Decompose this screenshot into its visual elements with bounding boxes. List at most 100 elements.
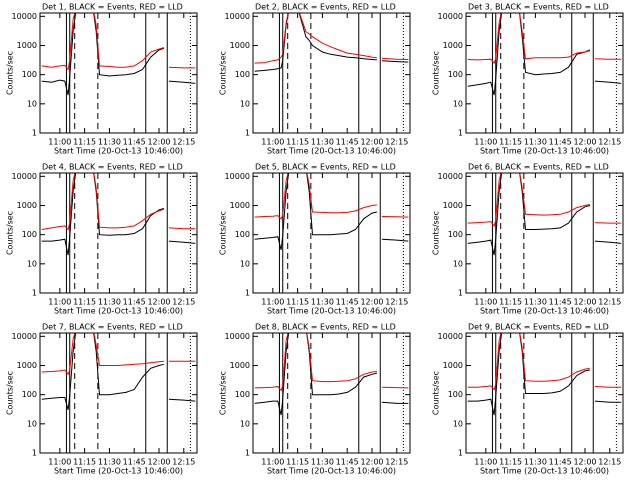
y-tick-label: 10 (240, 99, 250, 108)
y-axis-label: Counts/sec (6, 211, 15, 255)
panel: Det 2, BLACK = Events, RED = LLD 1 10 100 10… (219, 3, 411, 156)
x-tick-label: 11:30 (98, 458, 121, 467)
x-tick-label: 12:15 (385, 138, 408, 147)
plot-frame (39, 172, 198, 294)
x-tick-label: 11:15 (499, 298, 522, 307)
y-tick-label: 10 (27, 259, 37, 268)
series-line (41, 13, 196, 71)
x-tick-label: 12:15 (385, 458, 408, 467)
plot-frame (252, 12, 411, 134)
x-axis-label: Start Time (20-Oct-13 10:46:00) (480, 467, 609, 476)
y-tick-label: 1 (458, 289, 463, 298)
x-tick-label: 12:00 (147, 298, 170, 307)
x-tick-label: 11:00 (261, 138, 284, 147)
y-tick-label: 10 (240, 419, 250, 428)
x-tick-label: 11:30 (311, 458, 334, 467)
y-tick-label: 1000 (443, 361, 463, 370)
y-tick-label: 1 (245, 449, 250, 458)
y-tick-label: 1000 (17, 201, 37, 210)
x-tick-label: 12:00 (360, 298, 383, 307)
series-line (467, 333, 622, 416)
y-tick-label: 10000 (438, 12, 463, 21)
x-tick-label: 11:45 (123, 138, 146, 147)
series-line (254, 333, 409, 392)
y-tick-label: 1 (32, 449, 37, 458)
y-tick-label: 10 (453, 259, 463, 268)
y-tick-label: 100 (22, 230, 37, 239)
y-tick-label: 10000 (12, 172, 37, 181)
series-line (254, 173, 409, 220)
panel: Det 1, BLACK = Events, RED = LLD 1 10 100 10… (6, 3, 198, 156)
x-tick-label: 11:15 (73, 458, 96, 467)
x-tick-label: 12:00 (360, 138, 383, 147)
x-tick-label: 11:00 (261, 458, 284, 467)
y-tick-label: 10000 (438, 172, 463, 181)
y-axis-label: Counts/sec (6, 371, 15, 415)
y-tick-label: 10000 (12, 332, 37, 341)
series-line (254, 173, 409, 251)
x-tick-label: 11:30 (311, 138, 334, 147)
y-tick-label: 100 (22, 70, 37, 79)
x-tick-label: 11:45 (336, 298, 359, 307)
y-tick-label: 100 (235, 230, 250, 239)
x-axis-label: Start Time (20-Oct-13 10:46:00) (267, 467, 396, 476)
y-tick-label: 10000 (438, 332, 463, 341)
y-tick-label: 10000 (225, 12, 250, 21)
series-line (467, 333, 622, 391)
y-tick-label: 10 (453, 99, 463, 108)
x-tick-label: 11:15 (73, 138, 96, 147)
plot-frame (252, 332, 411, 454)
x-tick-label: 11:00 (474, 138, 497, 147)
series-line (41, 173, 196, 256)
y-tick-label: 100 (235, 70, 250, 79)
y-axis-label: Counts/sec (219, 371, 228, 415)
chart-title: Det 9, BLACK = Events, RED = LLD (468, 323, 609, 332)
panel: Det 3, BLACK = Events, RED = LLD 1 10 100 10… (432, 3, 624, 156)
x-tick-label: 11:15 (286, 298, 309, 307)
plot-frame (465, 332, 624, 454)
x-tick-label: 12:00 (147, 458, 170, 467)
panel: Det 7, BLACK = Events, RED = LLD 1 10 100 10… (6, 323, 198, 476)
x-axis-label: Start Time (20-Oct-13 10:46:00) (480, 147, 609, 156)
series-line (467, 13, 622, 96)
x-tick-label: 11:45 (123, 458, 146, 467)
y-tick-label: 1 (458, 449, 463, 458)
chart-title: Det 1, BLACK = Events, RED = LLD (42, 3, 183, 12)
x-tick-label: 12:15 (598, 138, 621, 147)
x-tick-label: 11:30 (311, 298, 334, 307)
y-axis-label: Counts/sec (219, 51, 228, 95)
x-tick-label: 11:30 (524, 138, 547, 147)
chart-title: Det 8, BLACK = Events, RED = LLD (255, 323, 396, 332)
y-tick-label: 1 (458, 129, 463, 138)
y-tick-label: 100 (448, 70, 463, 79)
y-axis-label: Counts/sec (432, 371, 441, 415)
x-tick-label: 11:30 (98, 298, 121, 307)
x-tick-label: 12:15 (598, 458, 621, 467)
plot-frame (39, 12, 198, 134)
y-tick-label: 10 (453, 419, 463, 428)
y-tick-label: 1000 (443, 201, 463, 210)
y-tick-label: 1000 (443, 41, 463, 50)
x-tick-label: 11:30 (98, 138, 121, 147)
series-line (254, 13, 409, 64)
chart-title: Det 5, BLACK = Events, RED = LLD (255, 163, 396, 172)
panel: Det 8, BLACK = Events, RED = LLD 1 10 100 10… (219, 323, 411, 476)
chart-title: Det 7, BLACK = Events, RED = LLD (42, 323, 183, 332)
y-tick-label: 1 (32, 129, 37, 138)
panel: Det 4, BLACK = Events, RED = LLD 1 10 100 10… (6, 163, 198, 316)
panel: Det 9, BLACK = Events, RED = LLD 1 10 100 10… (432, 323, 624, 476)
chart-title: Det 2, BLACK = Events, RED = LLD (255, 3, 396, 12)
x-axis-label: Start Time (20-Oct-13 10:46:00) (54, 147, 183, 156)
y-tick-label: 100 (22, 390, 37, 399)
series-line (467, 173, 622, 227)
y-tick-label: 1000 (230, 41, 250, 50)
x-tick-label: 11:15 (499, 138, 522, 147)
x-tick-label: 12:15 (172, 298, 195, 307)
x-axis-label: Start Time (20-Oct-13 10:46:00) (54, 467, 183, 476)
plot-frame (465, 12, 624, 134)
series-line (41, 333, 196, 376)
x-tick-label: 12:00 (147, 138, 170, 147)
x-tick-label: 11:00 (48, 298, 71, 307)
y-tick-label: 10 (240, 259, 250, 268)
